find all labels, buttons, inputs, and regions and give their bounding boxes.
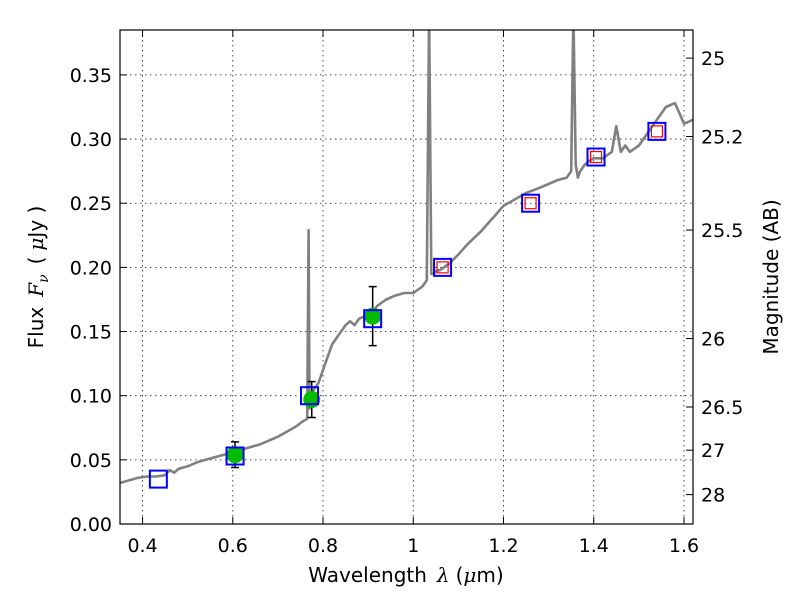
- x-tick-label: 0.8: [308, 535, 338, 557]
- model-flux-square: [363, 309, 383, 329]
- y-tick-label: 0.30: [70, 129, 112, 151]
- x-tick-label: 1.6: [669, 535, 699, 557]
- y-axis-label: FluxFν(μJy ): [24, 206, 52, 349]
- x-tick-label: 0.4: [127, 535, 157, 557]
- model-flux-square: [148, 469, 168, 489]
- model-flux-inner-square: [650, 125, 664, 138]
- model-flux-inner-square: [436, 261, 449, 274]
- y-tick-label: 0.00: [70, 514, 112, 536]
- y2-tick-label: 26.5: [701, 397, 743, 419]
- y2-tick-label: 28: [701, 485, 725, 507]
- marker-layer: [148, 121, 667, 489]
- y-tick-label: 0.15: [70, 322, 112, 344]
- x-tick-label: 1.2: [488, 535, 518, 557]
- y2-tick-label: 25.2: [701, 127, 743, 149]
- x-axis-label: Wavelength λ (μm): [308, 563, 503, 587]
- model-flux-square: [225, 446, 245, 466]
- grid-layer: [120, 30, 693, 525]
- y2-tick-label: 25.5: [701, 220, 743, 242]
- y-tick-label: 0.25: [70, 193, 112, 215]
- x-tick-label: 1: [407, 535, 419, 557]
- model-flux-square: [299, 386, 319, 406]
- model-flux-inner-square: [524, 197, 537, 210]
- y-tick-label: 0.20: [70, 257, 112, 279]
- y2-tick-label: 27: [701, 440, 725, 462]
- plot-frame: [119, 29, 694, 525]
- y2-tick-label: 25: [701, 48, 725, 70]
- x-tick-label: 0.6: [218, 535, 248, 557]
- model-flux-square: [647, 121, 667, 141]
- ticks-layer: 0.4 0.6 0.8 1 1.2 1.4 1.6 0.00 0.05 0.10 0.15 0.20 0…: [70, 30, 743, 557]
- model-flux-square: [433, 257, 453, 277]
- model-flux-inner-square: [589, 150, 603, 164]
- model-flux-square: [586, 147, 606, 167]
- observed-flux-point: [226, 446, 244, 464]
- y-tick-label: 0.35: [70, 65, 112, 87]
- y2-tick-label: 26: [701, 329, 725, 351]
- model-flux-square: [521, 193, 541, 213]
- y-tick-label: 0.10: [70, 386, 112, 408]
- y-tick-label: 0.05: [70, 450, 112, 472]
- y2-axis-label: Magnitude (AB): [759, 199, 783, 354]
- spectrum-layer: [120, 30, 693, 485]
- model-spectrum-line: [120, 30, 693, 485]
- x-tick-label: 1.4: [579, 535, 609, 557]
